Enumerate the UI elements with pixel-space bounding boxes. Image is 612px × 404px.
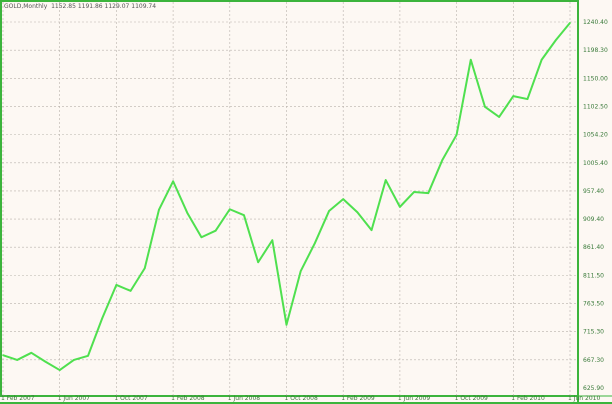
x-tick-label: 1 Jun 2007: [58, 395, 90, 402]
x-tick-label: 1 Feb 2008: [171, 395, 205, 402]
data-point: [384, 179, 387, 181]
data-point: [498, 116, 500, 118]
data-point: [427, 192, 430, 194]
x-tick-label: 1 Oct 2007: [114, 395, 147, 402]
data-point: [413, 191, 415, 193]
y-tick-label: 861.40: [583, 244, 604, 251]
data-point: [285, 324, 288, 326]
data-point: [569, 22, 571, 24]
x-tick-label: 1 Feb 2009: [341, 395, 375, 402]
data-point: [243, 214, 245, 217]
data-point: [328, 210, 330, 212]
y-tick-label: 1240.40: [583, 19, 608, 26]
data-point: [356, 211, 359, 214]
chart-header: GOLD,Monthly 1152.85 1191.86 1129.07 110…: [4, 3, 156, 10]
y-tick-label: 811.50: [583, 272, 604, 279]
y-tick-label: 1005.40: [583, 160, 608, 167]
x-tick-label: 1 Feb 2007: [1, 395, 35, 402]
data-point: [172, 180, 174, 183]
data-point: [58, 369, 61, 371]
data-point: [2, 354, 4, 356]
y-tick-label: 957.40: [583, 188, 604, 195]
data-point: [158, 209, 160, 211]
data-point: [370, 229, 373, 231]
data-point: [16, 359, 18, 361]
y-tick-label: 1102.50: [583, 103, 608, 110]
x-tick-label: 1 Oct 2009: [455, 395, 488, 402]
y-tick-label: 625.90: [583, 385, 604, 392]
y-tick-label: 667.30: [583, 357, 604, 364]
data-point: [314, 242, 316, 245]
data-point: [299, 270, 302, 273]
data-point: [555, 39, 557, 41]
data-point: [512, 95, 515, 97]
data-point: [214, 229, 217, 232]
data-point: [455, 134, 458, 136]
data-point: [342, 198, 345, 200]
data-point: [526, 98, 529, 100]
data-point: [484, 106, 486, 108]
x-tick-label: 1 Feb 2010: [511, 395, 545, 402]
data-point: [469, 58, 472, 61]
data-point: [73, 359, 75, 361]
y-tick-label: 715.30: [583, 329, 604, 336]
y-tick-label: 1054.20: [583, 132, 608, 139]
data-point: [399, 206, 401, 208]
x-tick-label: 1 Jun 2010: [568, 395, 600, 402]
data-point: [186, 212, 189, 214]
data-point: [101, 317, 104, 320]
data-point: [115, 284, 118, 286]
data-point: [540, 58, 543, 61]
y-tick-label: 909.40: [583, 216, 604, 223]
y-tick-label: 1150.00: [583, 75, 608, 82]
x-tick-label: 1 Oct 2008: [285, 395, 318, 402]
plot-border: [0, 0, 579, 397]
data-point: [87, 354, 89, 357]
data-point: [30, 351, 33, 354]
ohlc-values: 1152.85 1191.86 1129.07 1109.74: [51, 3, 157, 10]
data-point: [441, 159, 444, 161]
y-tick-label: 1198.30: [583, 47, 608, 54]
bottom-border: [0, 402, 612, 404]
x-tick-label: 1 Jun 2009: [398, 395, 430, 402]
data-point: [271, 239, 274, 242]
y-tick-label: 763.50: [583, 301, 604, 308]
data-point: [200, 236, 203, 239]
data-point: [143, 267, 146, 270]
data-point: [257, 261, 259, 264]
symbol-label: GOLD,Monthly: [4, 3, 48, 10]
data-point: [44, 360, 47, 363]
data-point: [129, 290, 132, 292]
x-tick-label: 1 Jun 2008: [228, 395, 260, 402]
data-point: [229, 208, 231, 211]
